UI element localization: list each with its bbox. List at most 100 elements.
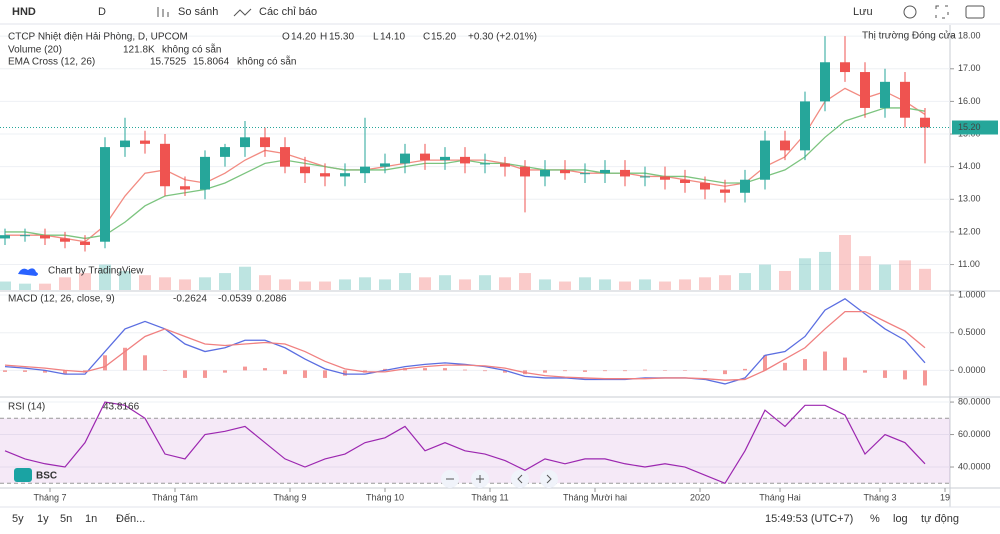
volume-na: không có sẵn [162,43,222,56]
candle-body [860,72,870,108]
macd-histogram-bar [183,370,187,378]
volume-bar [779,270,791,290]
save-button[interactable]: Lưu [853,6,873,18]
range-button[interactable]: 1y [37,513,49,525]
auto-toggle[interactable]: tự động [921,513,959,525]
cloud-icon [18,268,38,276]
y-tick-label: 13.00 [958,194,981,204]
indicators-button[interactable]: Các chỉ báo [259,6,317,18]
candle-body [60,238,70,242]
volume-bar [79,273,91,290]
volume-bar [759,264,771,290]
x-tick-label: Tháng Tám [152,492,198,502]
watermark[interactable]: Chart by TradingView [48,266,144,277]
log-toggle[interactable]: log [893,513,908,525]
macd-histogram-bar [243,366,247,371]
macd-histogram-bar [163,370,167,371]
candle-body [240,137,250,148]
macd-histogram-bar [743,368,747,371]
macd-histogram-bar [683,370,687,371]
candle-body [280,147,290,167]
percent-toggle[interactable]: % [870,513,880,525]
y-tick-label: 60.0000 [958,429,991,439]
candle-body [440,156,450,161]
volume-bar [619,281,631,290]
scroll-left[interactable] [511,470,529,488]
macd-histogram-bar [583,370,587,372]
macd-histogram-bar [903,370,907,380]
range-button[interactable]: 1n [85,513,97,525]
candle-body [640,176,650,178]
settings-icon[interactable] [903,5,917,19]
macd-histogram-bar [63,370,67,375]
macd-value: 0.2086 [256,294,287,305]
candle-body [920,117,930,128]
candle-body [680,179,690,183]
candle-body [260,137,270,148]
candle-body [160,143,170,187]
x-tick-label: Tháng 7 [33,492,66,502]
macd-histogram-bar [503,370,507,373]
candle-body [40,235,50,239]
rsi-legend: RSI (14) [8,402,45,413]
candle-body [340,173,350,177]
ohlc-value: 14.10 [380,32,405,43]
macd-histogram-bar [663,370,667,371]
last-price-label: 15.20 [958,122,981,132]
candle-body [720,189,730,193]
ohlc-value: 15.30 [329,32,354,43]
volume-bar [419,277,431,290]
y-tick-label: 16.00 [958,96,981,106]
candle-body [700,182,710,190]
ema-value: 15.7525 [150,57,187,68]
macd-histogram-bar [143,355,147,371]
ema-legend: EMA Cross (12, 26) [8,57,95,68]
ohlc-value: 14.20 [291,32,316,43]
volume-bar [479,275,491,290]
candle-body [580,173,590,175]
volume-bar [119,270,131,290]
macd-value: -0.2624 [173,294,207,305]
macd-histogram-bar [623,370,627,372]
candle-body [620,169,630,177]
symbol[interactable]: HND [12,6,36,18]
range-button[interactable]: 5n [60,513,72,525]
candle-body [760,140,770,180]
volume-bar [19,283,31,290]
macd-histogram-bar [443,368,447,371]
interval[interactable]: D [98,6,106,18]
macd-value: -0.0539 [218,294,252,305]
candle-body [0,235,10,239]
macd-histogram-bar [763,355,767,371]
volume-bar [539,279,551,290]
candle-body [800,101,810,151]
scroll-right[interactable] [540,470,558,488]
x-tick-label: Tháng 10 [366,492,404,502]
y-tick-label: 17.00 [958,63,981,73]
candle-body [100,147,110,242]
ema-na: không có sẵn [237,55,297,68]
macd-histogram-bar [103,355,107,371]
rsi-value: 43.8166 [103,402,140,413]
macd-histogram-bar [923,370,927,386]
snapshot-icon[interactable] [965,5,985,19]
compare-button[interactable]: So sánh [178,6,218,18]
macd-histogram-bar [483,370,487,372]
candle-body [540,169,550,177]
candle-body [820,62,830,102]
goto-button[interactable]: Đến... [116,513,145,525]
fullscreen-icon[interactable] [935,5,949,19]
y-tick-label: 18.00 [958,31,981,41]
candle-body [460,156,470,164]
candle-body [380,163,390,167]
range-button[interactable]: 5y [12,513,24,525]
volume-bar [639,279,651,290]
volume-bar [99,264,111,290]
x-tick-label: 19 [940,492,950,502]
ohlc-label: L [373,32,379,43]
volume-bar [299,281,311,290]
candle-body [480,163,490,165]
macd-histogram-bar [723,370,727,375]
volume-bar [179,279,191,290]
